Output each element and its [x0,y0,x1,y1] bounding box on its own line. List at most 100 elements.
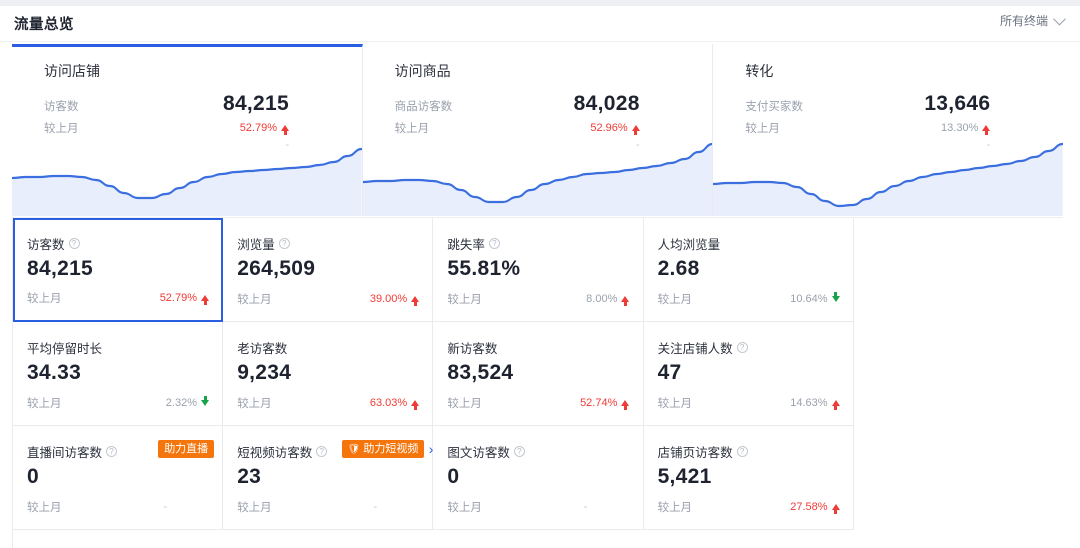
metric-cell-delta-value: 52.79% [159,292,197,304]
overview-card-value: 13,646 [924,92,991,115]
promo-badge[interactable]: 助力直播 [158,440,215,458]
info-icon[interactable]: ? [736,341,748,353]
overview-card-dash: - [285,139,289,151]
metric-cell-head: 图文访客数? [447,443,642,460]
metric-cell-head: 人均浏览量 [657,235,853,252]
overview-card-extra-row: - [44,137,289,151]
metric-cell-delta-value: 52.74% [580,397,618,409]
info-icon[interactable]: ? [513,445,525,457]
overview-card-title: 访问店铺 [44,63,100,79]
metric-cell-value: 5,421 [657,465,712,488]
metric-cell-delta: 8.00% [586,293,630,306]
info-icon[interactable]: ? [736,445,748,457]
metric-cell-10[interactable]: › 🛡 助力短视频 短视频访客数? 23 较上月 - [223,426,434,530]
info-icon[interactable]: ? [68,237,80,249]
info-icon[interactable]: ? [278,237,290,249]
metric-cell-5[interactable]: 平均停留时长 34.33 较上月 2.32% [13,322,224,426]
metric-cell-foot: 较上月 10.64% [658,291,840,307]
metric-cell-label: 人均浏览量 [657,237,721,252]
metric-cell-label: 店铺页访客数 [657,445,733,460]
metric-cell-label: 浏览量 [237,237,275,252]
metric-cell-7[interactable]: 新访客数 83,524 较上月 52.74% [433,322,644,426]
metric-cell-delta: 39.00% [369,293,420,306]
metric-cell-4[interactable]: 人均浏览量 2.68 较上月 10.64% [643,218,854,322]
arrow-up-icon [831,400,840,410]
terminal-filter-label: 所有终端 [999,14,1048,28]
overview-card-1[interactable]: 访问店铺 访客数 84,215 较上月 52.79% - [12,44,363,216]
metric-cell-compare-label: 较上月 [657,294,693,306]
arrow-up-icon [201,295,209,305]
arrow-up-icon [831,504,840,514]
metric-cell-value: 0 [27,465,39,488]
arrow-up-icon [621,400,630,410]
metric-cell-compare-label: 较上月 [237,294,272,306]
arrow-up-icon [411,400,420,410]
overview-card-3[interactable]: 转化 支付买家数 13,646 较上月 13.30% - [713,44,1064,216]
metric-cell-delta: 63.03% [370,397,420,410]
metric-cell-head: 浏览量? [237,235,432,252]
overview-card-sparkline [12,140,362,216]
metric-cell-foot: 较上月 - [237,499,419,515]
metric-cell-9[interactable]: 助力直播 直播间访客数? 0 较上月 - [13,426,224,530]
metric-cell-foot: 较上月 52.79% [27,290,209,306]
metric-cell-compare-label: 较上月 [237,398,272,410]
overview-card-metric-row: 商品访客数 84,028 [394,93,640,116]
metric-cell-compare-label: 较上月 [447,294,482,306]
metric-cell-12[interactable]: 店铺页访客数? 5,421 较上月 27.58% [643,426,854,530]
metric-cell-delta: 14.63% [790,397,840,410]
metric-cell-delta-value: 10.64% [790,293,828,305]
arrow-up-icon [631,125,640,135]
overview-card-dash: - [986,139,991,151]
metric-cell-foot: 较上月 2.32% [27,395,209,411]
metric-cell-value: 55.81% [447,257,521,280]
overview-card-compare-row: 较上月 52.79% [44,119,289,137]
metric-cell-head: 直播间访客数? [27,443,222,460]
metric-cell-11[interactable]: 图文访客数? 0 较上月 - [433,426,644,530]
arrow-up-icon [411,296,420,306]
metric-cell-value: 34.33 [27,361,82,384]
metric-cell-foot: 较上月 14.63% [658,395,840,411]
overview-card-metric-label: 商品访客数 [394,101,453,113]
overview-card-sparkline [713,140,1064,216]
metric-cell-compare-label: 较上月 [447,398,482,410]
overview-card-body: 访客数 84,215 较上月 52.79% - [44,92,289,151]
info-icon[interactable]: ? [488,237,500,249]
chevron-right-icon[interactable]: › [428,441,434,457]
metric-cell-2[interactable]: 浏览量? 264,509 较上月 39.00% [223,218,434,322]
metric-cell-delta: 52.79% [159,292,209,305]
metric-cell-1[interactable]: 访客数? 84,215 较上月 52.79% [13,218,224,322]
promo-badge[interactable]: 🛡 助力短视频 [341,440,425,458]
metric-cell-delta-value: 2.32% [165,397,197,409]
metric-cell-head: 平均停留时长 [27,339,222,356]
metric-cell-value: 23 [237,465,262,488]
metric-cell-compare-label: 较上月 [657,398,693,410]
overview-card-metric-label: 访客数 [44,101,79,113]
metric-grid: 访客数? 84,215 较上月 52.79% 浏览量? 264,509 较上月 39.00% 跳… [12,217,1063,548]
metric-cell-value: 47 [657,361,682,384]
metric-cell-head: 关注店铺人数? [658,339,853,356]
info-icon[interactable]: ? [316,445,328,457]
overview-card-2[interactable]: 访问商品 商品访客数 84,028 较上月 52.96% - [362,44,714,216]
metric-cell-label: 跳失率 [447,237,485,252]
terminal-filter-dropdown[interactable]: 所有终端 [999,12,1066,29]
promo-badge-label: 助力短视频 [363,442,419,455]
metric-cell-label: 短视频访客数 [237,445,313,460]
overview-card-body: 商品访客数 84,028 较上月 52.96% - [394,93,640,151]
metric-cell-label: 图文访客数 [447,445,510,460]
metric-cell-foot: 较上月 52.74% [447,395,630,411]
overview-card-value: 84,215 [222,92,289,115]
metric-cell-8[interactable]: 关注店铺人数? 47 较上月 14.63% [643,322,854,426]
overview-card-delta-value: 52.79% [239,122,277,134]
metric-cell-delta: 10.64% [790,292,840,305]
metric-cell-head: 新访客数 [447,339,642,356]
metric-cell-compare-label: 较上月 [27,502,62,514]
metric-cell-delta-value: 39.00% [369,293,408,305]
metric-cell-value: 9,234 [237,361,292,384]
metric-cell-empty [223,530,433,548]
arrow-down-icon [201,396,209,406]
metric-cell-6[interactable]: 老访客数 9,234 较上月 63.03% [223,322,434,426]
info-icon[interactable]: ? [106,445,118,457]
metric-cell-3[interactable]: 跳失率? 55.81% 较上月 8.00% [433,218,644,322]
overview-card-compare-label: 较上月 [44,123,79,135]
